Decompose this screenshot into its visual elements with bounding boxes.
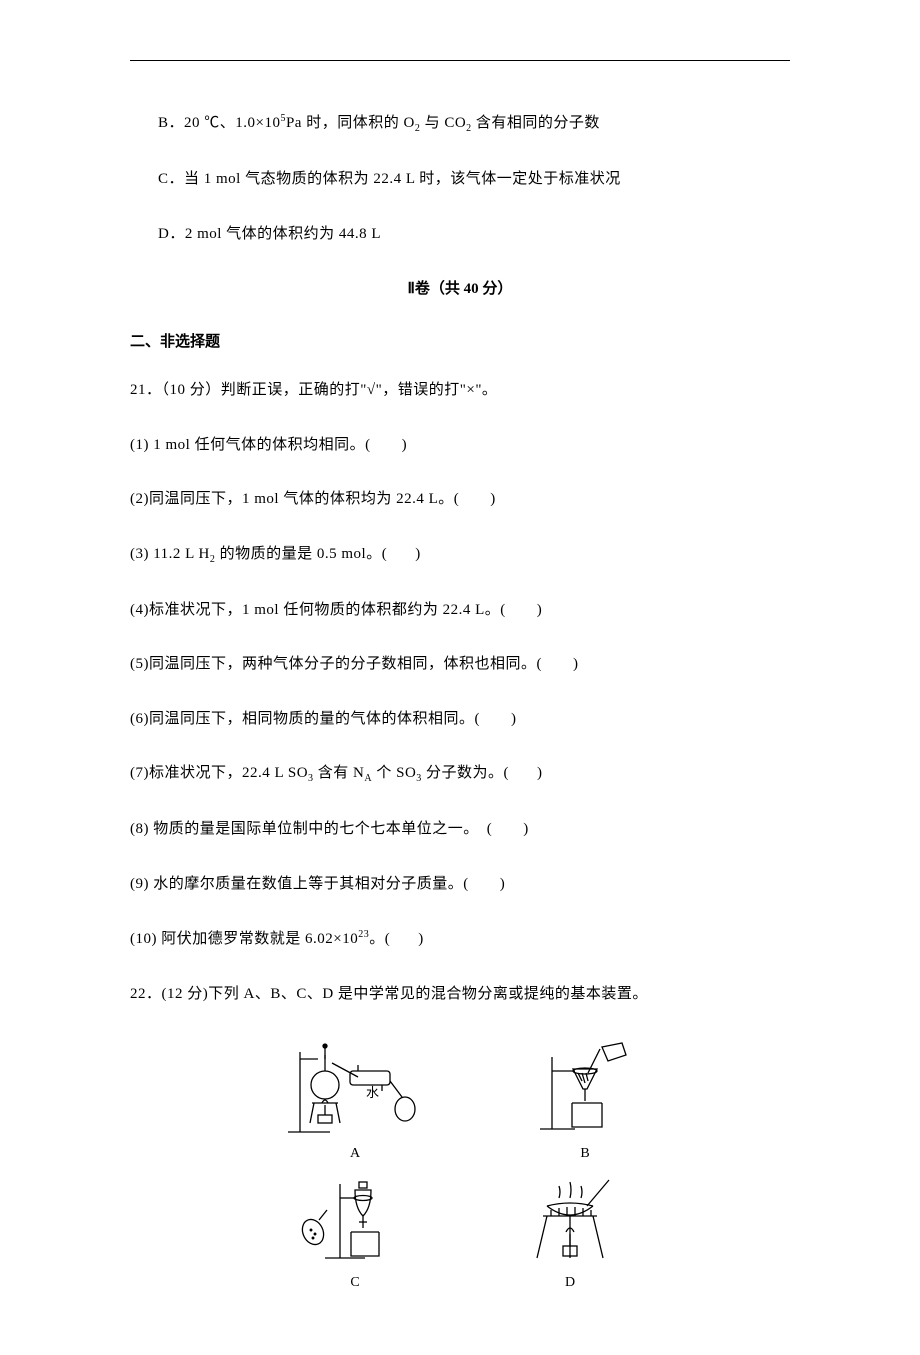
q21-item-3: (3) 11.2 L H2 的物质的量是 0.5 mol。() [130,543,790,567]
figure-c-label: C [295,1275,415,1291]
water-label: 水 [366,1085,379,1100]
figure-d-label: D [515,1275,625,1291]
figure-row-2: C [130,1166,790,1291]
figure-d-evaporation-icon [515,1166,625,1266]
figure-c-separating-funnel-icon [295,1166,415,1266]
q21-item-10: (10) 阿伏加德罗常数就是 6.02×1023。() [130,927,790,951]
q21-item-7-text: (7)标准状况下，22.4 L SO3 含有 NA 个 SO3 分子数为。() [130,765,543,781]
figure-a-label: A [280,1146,430,1162]
part-2-header: Ⅱ卷（共 40 分） [130,277,790,298]
figure-a-distillation-icon: 水 [280,1037,430,1137]
figure-row-1: 水 A [130,1037,790,1162]
q21-item-5: (5)同温同压下，两种气体分子的分子数相同，体积也相同。( ) [130,653,790,676]
figure-b-filtration-icon [530,1037,640,1137]
q21-item-7: (7)标准状况下，22.4 L SO3 含有 NA 个 SO3 分子数为。() [130,762,790,786]
q21-item-10-text: (10) 阿伏加德罗常数就是 6.02×1023。() [130,931,424,947]
q21-item-3-text: (3) 11.2 L H2 的物质的量是 0.5 mol。() [130,546,421,562]
figure-b-wrap: B [530,1037,640,1162]
option-d: D．2 mol 气体的体积约为 44.8 L [130,223,790,246]
q21-item-4: (4)标准状况下，1 mol 任何物质的体积都约为 22.4 L。( ) [130,599,790,622]
q21-item-6: (6)同温同压下，相同物质的量的气体的体积相同。( ) [130,708,790,731]
figure-c-wrap: C [295,1166,415,1291]
top-horizontal-rule [130,60,790,61]
q21-item-1: (1) 1 mol 任何气体的体积均相同。( ) [130,434,790,457]
q21-item-2: (2)同温同压下，1 mol 气体的体积均为 22.4 L。( ) [130,488,790,511]
q21-item-8: (8) 物质的量是国际单位制中的七个七本单位之一。 ( ) [130,818,790,841]
q21-stem: 21．（10 分）判断正误，正确的打"√"，错误的打"×"。 [130,379,790,402]
option-b: B．20 ℃、1.0×105Pa 时，同体积的 O2 与 CO2 含有相同的分子… [130,111,790,136]
q21-item-9: (9) 水的摩尔质量在数值上等于其相对分子质量。( ) [130,873,790,896]
section-2-title: 二、非选择题 [130,330,790,351]
figure-a-wrap: 水 A [280,1037,430,1162]
figure-d-wrap: D [515,1166,625,1291]
option-b-text: B．20 ℃、1.0×105Pa 时，同体积的 O2 与 CO2 含有相同的分子… [158,115,600,131]
option-c: C．当 1 mol 气态物质的体积为 22.4 L 时，该气体一定处于标准状况 [130,168,790,191]
q22-stem: 22．(12 分)下列 A、B、C、D 是中学常见的混合物分离或提纯的基本装置。 [130,983,790,1006]
figure-b-label: B [530,1146,640,1162]
